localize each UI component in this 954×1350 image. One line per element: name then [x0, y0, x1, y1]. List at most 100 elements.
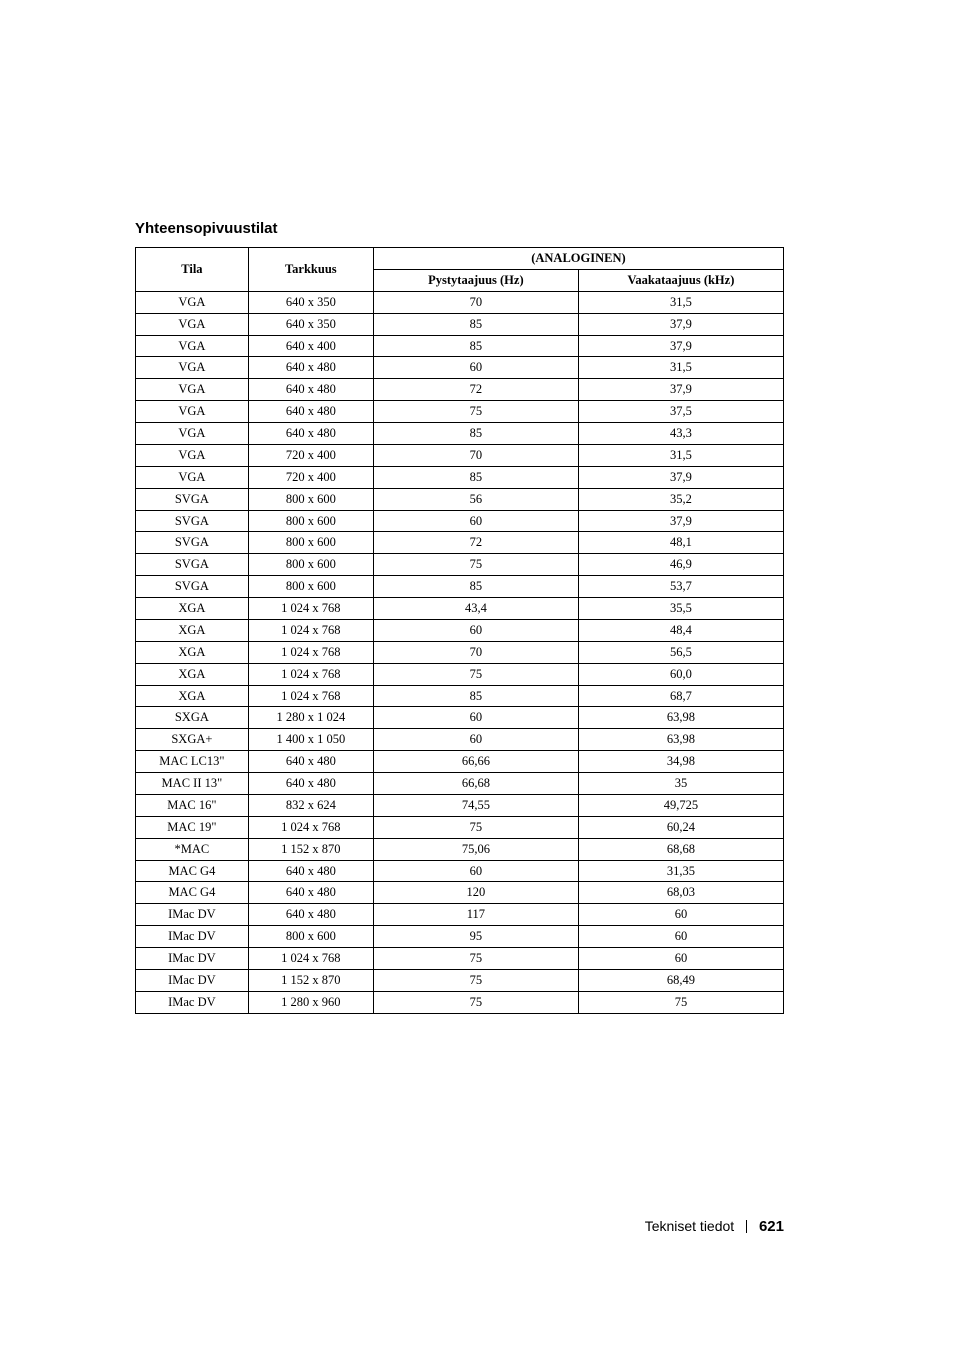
footer-label: Tekniset tiedot: [645, 1218, 735, 1234]
table-row: VGA640 x 4806031,5: [136, 357, 784, 379]
table-cell-tark: 640 x 480: [248, 751, 373, 773]
table-cell-tila: IMac DV: [136, 991, 249, 1013]
table-cell-pys: 120: [373, 882, 578, 904]
table-cell-tila: XGA: [136, 641, 249, 663]
table-cell-tila: MAC 19": [136, 816, 249, 838]
table-cell-pys: 75: [373, 991, 578, 1013]
table-cell-pys: 75: [373, 663, 578, 685]
table-cell-vaa: 31,5: [578, 291, 783, 313]
table-row: MAC 16"832 x 62474,5549,725: [136, 794, 784, 816]
footer-separator: [746, 1220, 747, 1233]
table-cell-pys: 72: [373, 379, 578, 401]
table-cell-vaa: 60,0: [578, 663, 783, 685]
col-header-analoginen: (ANALOGINEN): [373, 248, 783, 270]
table-cell-vaa: 37,9: [578, 313, 783, 335]
table-cell-pys: 60: [373, 729, 578, 751]
table-cell-tark: 800 x 600: [248, 532, 373, 554]
table-row: VGA640 x 3507031,5: [136, 291, 784, 313]
table-cell-tark: 640 x 480: [248, 860, 373, 882]
table-cell-tila: VGA: [136, 466, 249, 488]
table-cell-tark: 800 x 600: [248, 576, 373, 598]
table-row: VGA640 x 4807537,5: [136, 401, 784, 423]
table-row: SVGA800 x 6006037,9: [136, 510, 784, 532]
table-cell-tila: SVGA: [136, 554, 249, 576]
table-cell-vaa: 68,49: [578, 969, 783, 991]
table-cell-vaa: 37,9: [578, 379, 783, 401]
table-cell-pys: 72: [373, 532, 578, 554]
table-cell-tark: 1 024 x 768: [248, 641, 373, 663]
table-cell-vaa: 60,24: [578, 816, 783, 838]
table-cell-vaa: 31,35: [578, 860, 783, 882]
table-cell-vaa: 34,98: [578, 751, 783, 773]
table-row: XGA1 024 x 7688568,7: [136, 685, 784, 707]
table-cell-pys: 85: [373, 576, 578, 598]
table-cell-tark: 640 x 480: [248, 773, 373, 795]
col-header-tila: Tila: [136, 248, 249, 292]
table-cell-pys: 60: [373, 860, 578, 882]
table-cell-pys: 70: [373, 444, 578, 466]
table-row: IMac DV1 024 x 7687560: [136, 948, 784, 970]
table-row: SVGA800 x 6005635,2: [136, 488, 784, 510]
table-row: XGA1 024 x 7687560,0: [136, 663, 784, 685]
table-cell-tila: SVGA: [136, 488, 249, 510]
table-cell-vaa: 68,68: [578, 838, 783, 860]
table-cell-tark: 1 152 x 870: [248, 838, 373, 860]
table-cell-pys: 75,06: [373, 838, 578, 860]
table-cell-tila: IMac DV: [136, 926, 249, 948]
table-cell-tark: 640 x 480: [248, 423, 373, 445]
table-cell-tark: 640 x 400: [248, 335, 373, 357]
table-cell-tila: MAC G4: [136, 860, 249, 882]
table-row: IMac DV800 x 6009560: [136, 926, 784, 948]
table-cell-pys: 70: [373, 291, 578, 313]
table-cell-vaa: 48,1: [578, 532, 783, 554]
table-row: MAC G4640 x 48012068,03: [136, 882, 784, 904]
table-cell-tark: 720 x 400: [248, 444, 373, 466]
table-cell-tila: XGA: [136, 685, 249, 707]
table-cell-pys: 66,66: [373, 751, 578, 773]
table-cell-tila: VGA: [136, 444, 249, 466]
table-cell-tark: 1 024 x 768: [248, 619, 373, 641]
table-cell-vaa: 68,03: [578, 882, 783, 904]
table-cell-pys: 85: [373, 335, 578, 357]
table-row: VGA720 x 4008537,9: [136, 466, 784, 488]
col-header-vaaka: Vaakataajuus (kHz): [578, 269, 783, 291]
table-cell-vaa: 60: [578, 926, 783, 948]
table-cell-tark: 1 024 x 768: [248, 598, 373, 620]
table-cell-pys: 75: [373, 816, 578, 838]
table-cell-pys: 85: [373, 313, 578, 335]
table-cell-vaa: 37,9: [578, 466, 783, 488]
table-row: VGA640 x 4807237,9: [136, 379, 784, 401]
table-row: IMac DV640 x 48011760: [136, 904, 784, 926]
table-cell-tila: *MAC: [136, 838, 249, 860]
table-cell-tila: MAC G4: [136, 882, 249, 904]
table-cell-vaa: 31,5: [578, 444, 783, 466]
table-cell-pys: 75: [373, 401, 578, 423]
table-cell-pys: 66,68: [373, 773, 578, 795]
table-cell-tark: 640 x 480: [248, 379, 373, 401]
table-cell-vaa: 35,5: [578, 598, 783, 620]
table-row: XGA1 024 x 7687056,5: [136, 641, 784, 663]
table-cell-vaa: 49,725: [578, 794, 783, 816]
table-cell-pys: 60: [373, 510, 578, 532]
table-cell-pys: 85: [373, 685, 578, 707]
table-cell-tila: VGA: [136, 313, 249, 335]
table-row: SXGA+1 400 x 1 0506063,98: [136, 729, 784, 751]
table-cell-tila: VGA: [136, 357, 249, 379]
table-row: VGA640 x 4008537,9: [136, 335, 784, 357]
table-cell-pys: 43,4: [373, 598, 578, 620]
table-row: MAC G4640 x 4806031,35: [136, 860, 784, 882]
table-row: IMac DV1 152 x 8707568,49: [136, 969, 784, 991]
table-cell-tark: 640 x 480: [248, 904, 373, 926]
table-cell-pys: 60: [373, 357, 578, 379]
table-cell-tark: 640 x 480: [248, 401, 373, 423]
table-cell-tark: 640 x 480: [248, 882, 373, 904]
table-row: VGA720 x 4007031,5: [136, 444, 784, 466]
table-row: SVGA800 x 6007248,1: [136, 532, 784, 554]
table-cell-tila: MAC II 13": [136, 773, 249, 795]
page-footer: Tekniset tiedot 621: [645, 1218, 784, 1235]
table-cell-vaa: 63,98: [578, 729, 783, 751]
table-cell-tila: SVGA: [136, 510, 249, 532]
table-cell-pys: 95: [373, 926, 578, 948]
table-row: VGA640 x 3508537,9: [136, 313, 784, 335]
table-row: MAC 19"1 024 x 7687560,24: [136, 816, 784, 838]
